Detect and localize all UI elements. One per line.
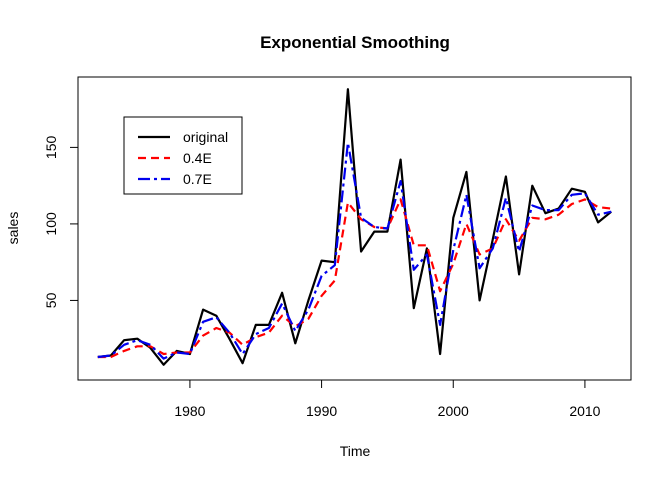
chart-title: Exponential Smoothing: [260, 33, 450, 52]
legend-label-original: original: [183, 129, 228, 145]
x-axis-label: Time: [340, 443, 371, 459]
series-line-0.7E: [97, 141, 612, 360]
series-line-0.4E: [97, 198, 612, 359]
x-tick-label-2010: 2010: [569, 403, 600, 419]
series-layer: [97, 88, 612, 366]
x-tick-label-2000: 2000: [438, 403, 469, 419]
y-tick-label-150: 150: [43, 136, 59, 160]
legend-label-0.7E: 0.7E: [183, 171, 212, 187]
y-tick-label-100: 100: [43, 212, 59, 236]
x-tick-label-1980: 1980: [174, 403, 205, 419]
y-tick-label-50: 50: [43, 292, 59, 308]
legend-label-0.4E: 0.4E: [183, 150, 212, 166]
y-axis-label: sales: [5, 212, 21, 245]
y-axis: 50 100 150: [43, 136, 79, 308]
legend: original 0.4E 0.7E: [123, 116, 243, 195]
x-tick-label-1990: 1990: [306, 403, 337, 419]
x-axis: 1980 1990 2000 2010: [174, 379, 601, 419]
legend-box: [123, 116, 243, 195]
